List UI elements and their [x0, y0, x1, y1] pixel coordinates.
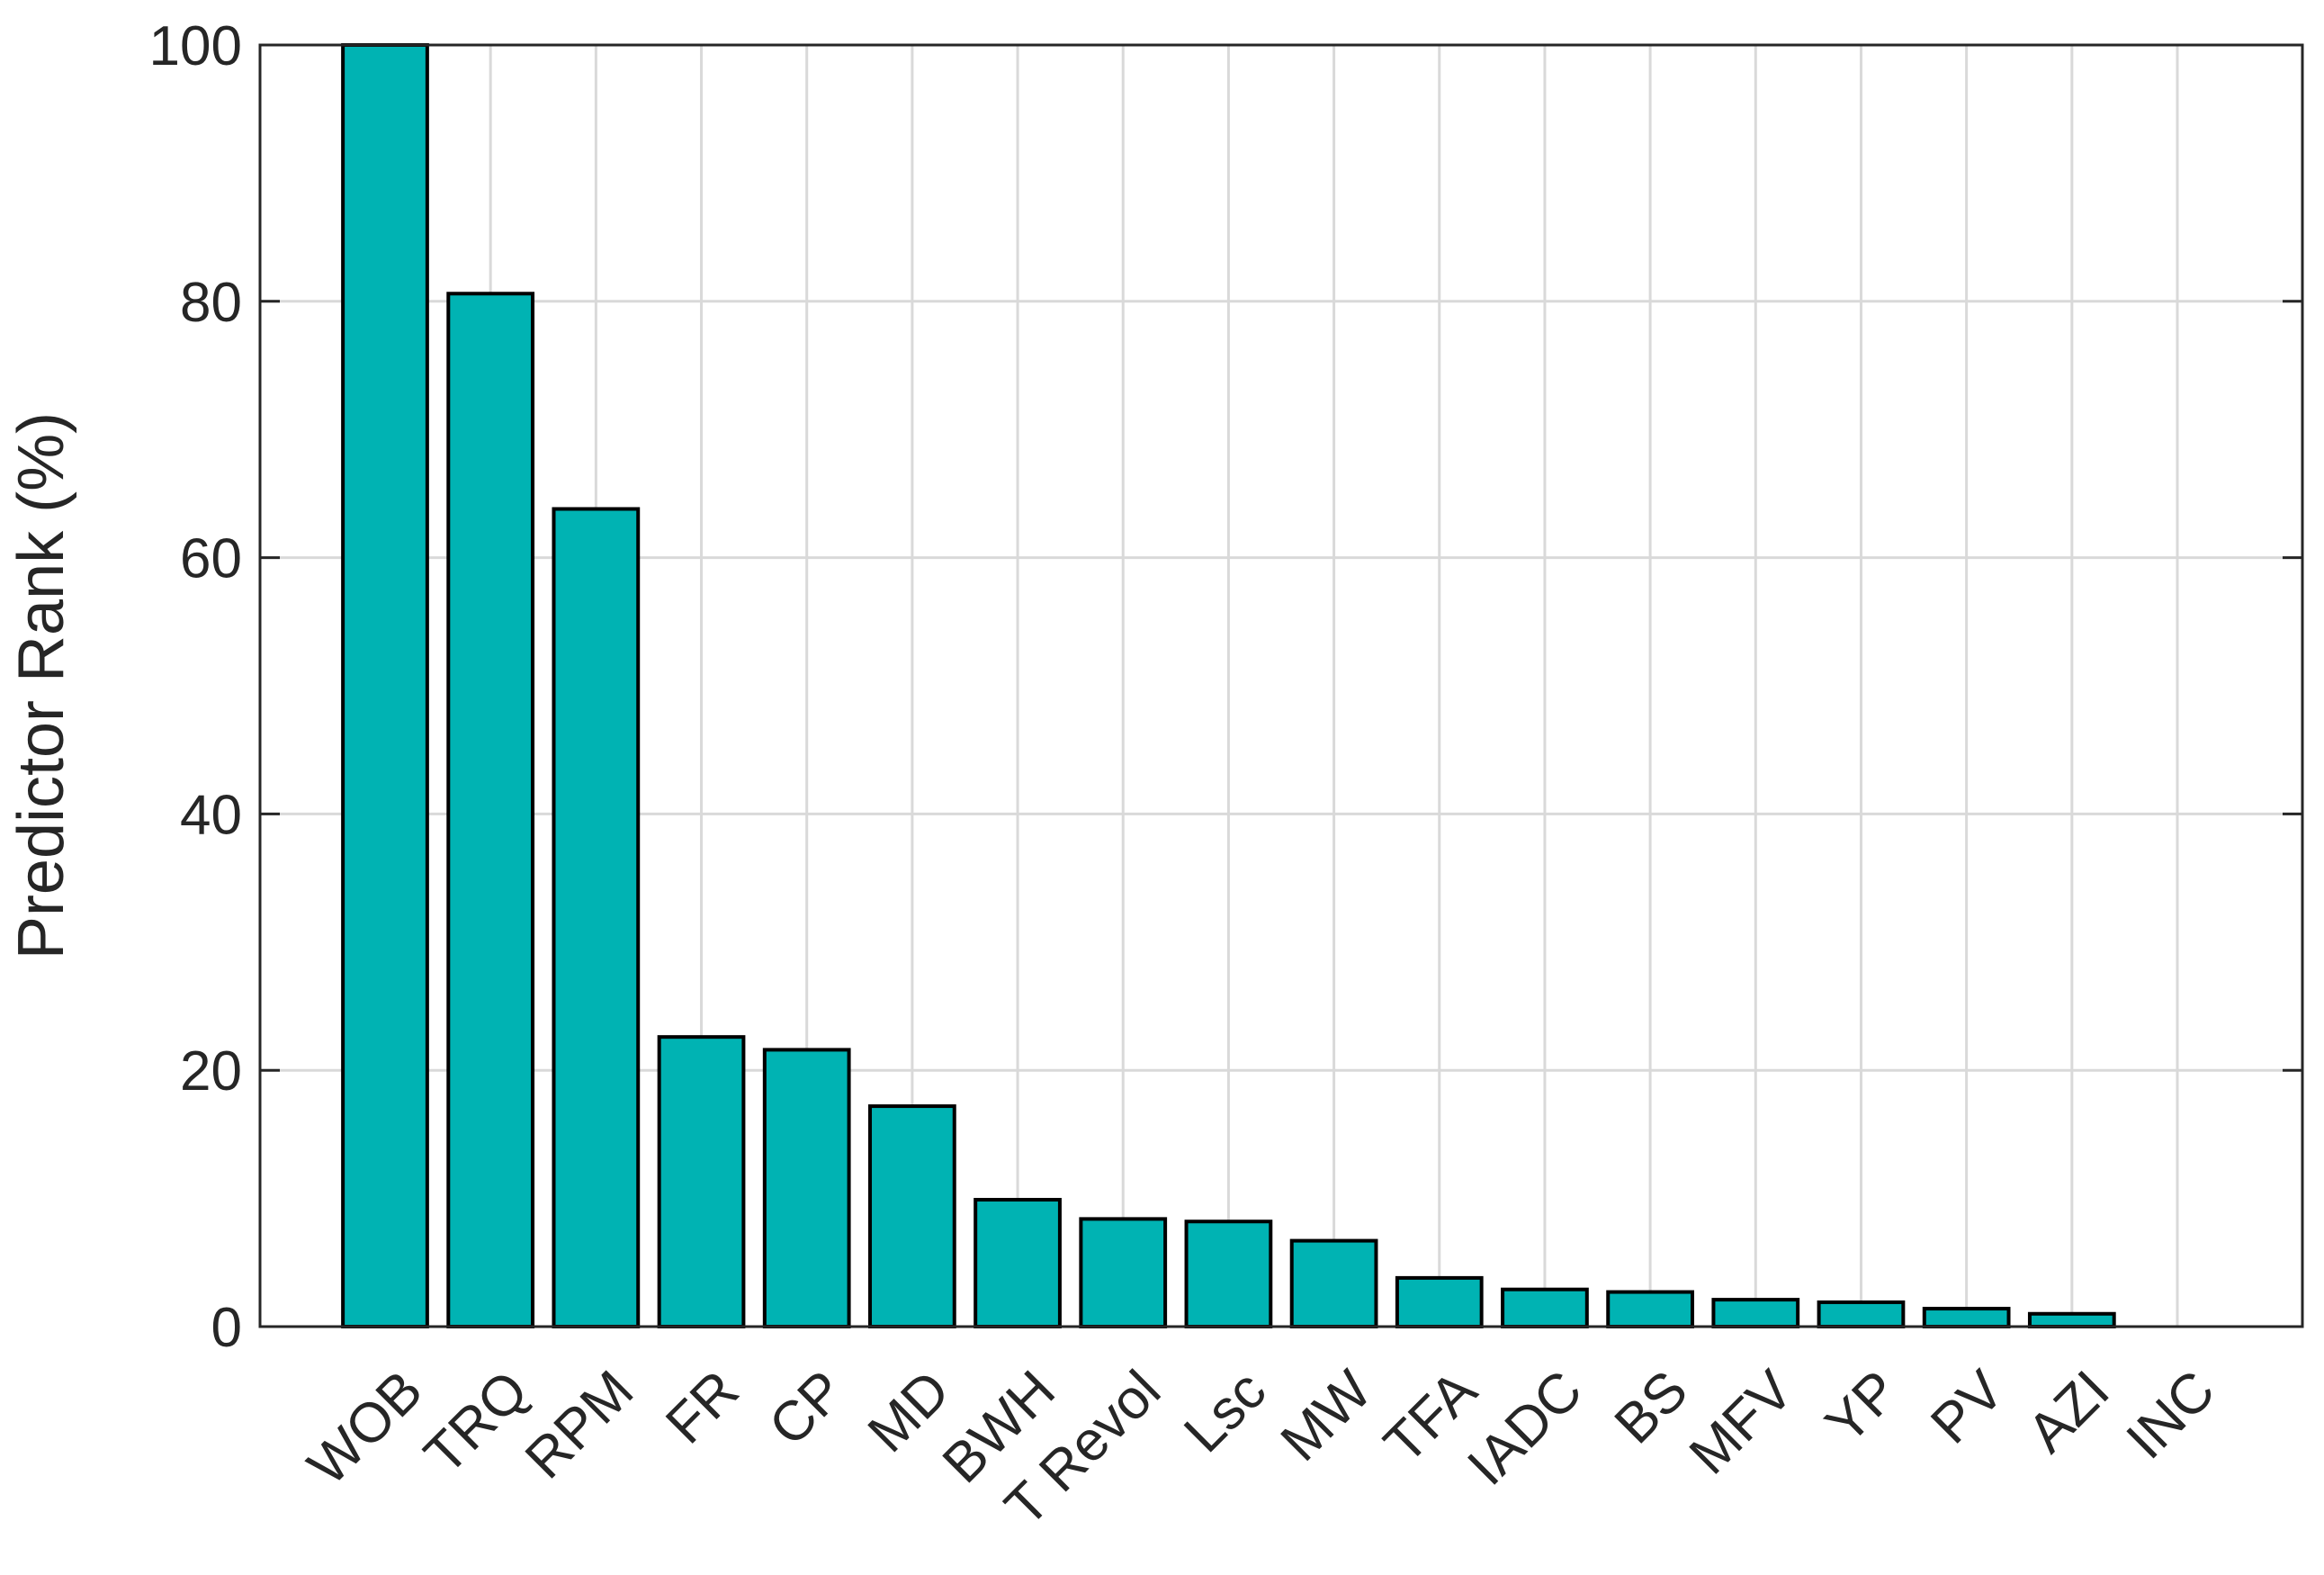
x-tick-label: FR — [654, 1359, 750, 1455]
y-tick-label: 100 — [149, 15, 242, 77]
x-tick-label: RPM — [514, 1359, 645, 1490]
x-tick-label: MW — [1270, 1359, 1384, 1473]
bar — [868, 1104, 956, 1329]
plot-frame — [258, 43, 2304, 1328]
y-tick-label: 20 — [180, 1040, 242, 1102]
bar — [552, 507, 641, 1328]
bar — [1079, 1217, 1168, 1329]
x-tick-label: MFV — [1678, 1359, 1806, 1487]
bar — [1395, 1275, 1484, 1328]
y-tick-label: 80 — [180, 272, 242, 334]
bar — [1711, 1298, 1800, 1328]
x-tick-label: Lsc — [1172, 1359, 1278, 1464]
y-tick-label: 0 — [211, 1297, 242, 1359]
x-tick-label: PV — [1919, 1359, 2016, 1456]
bar — [762, 1048, 851, 1329]
bar — [341, 43, 429, 1328]
x-tick-label: IADC — [1456, 1359, 1594, 1498]
x-tick-label: TRQ — [413, 1359, 540, 1486]
bar — [446, 292, 535, 1329]
x-tick-label: YP — [1814, 1359, 1910, 1455]
x-tick-label: CP — [758, 1359, 857, 1458]
y-tick-label: 60 — [180, 528, 242, 590]
y-tick-label: 40 — [180, 784, 242, 846]
bar — [1922, 1307, 2011, 1328]
bar — [974, 1198, 1062, 1329]
x-tick-label: INC — [2115, 1359, 2227, 1471]
x-tick-label: AZI — [2016, 1359, 2122, 1464]
y-axis-label: Predictor Rank (%) — [5, 412, 77, 959]
bar — [1501, 1287, 1589, 1328]
bar — [1184, 1220, 1273, 1329]
bar — [1817, 1300, 1906, 1328]
bar — [2027, 1311, 2116, 1329]
bar — [1289, 1238, 1378, 1329]
x-tick-label: WOB — [296, 1359, 435, 1498]
bar — [657, 1035, 746, 1329]
bar — [1606, 1290, 1694, 1329]
